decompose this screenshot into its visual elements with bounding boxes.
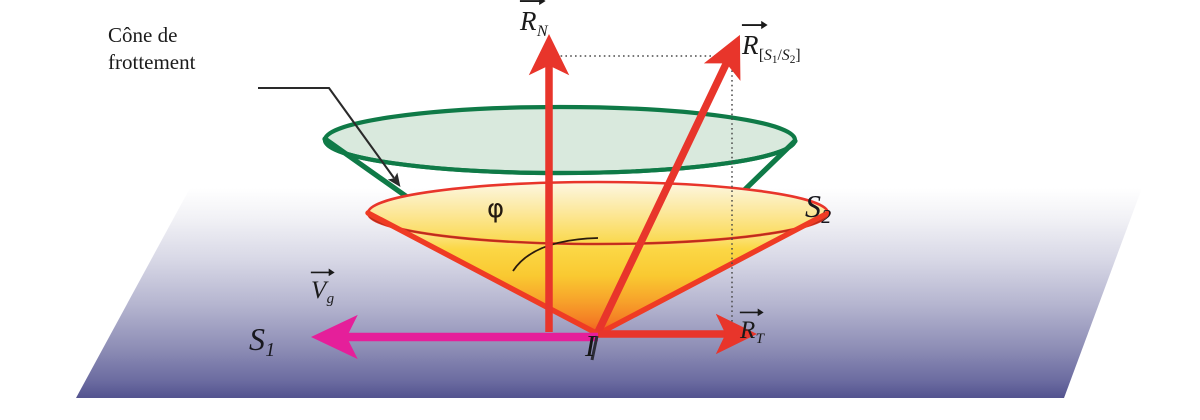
subscript-s2-index: 2 — [789, 54, 796, 67]
subscript-s2-letter: S — [781, 47, 790, 65]
label-S1-letter: S — [249, 321, 265, 357]
reaction-cone — [365, 180, 831, 337]
label-Vg-letter: V — [311, 277, 327, 304]
label-solid-S2: S2 — [805, 188, 831, 227]
vector-arrows — [311, 34, 757, 360]
label-S1-index: 1 — [265, 338, 276, 361]
label-RN-letter: R — [520, 6, 537, 36]
label-vector-RT: R T — [739, 308, 765, 348]
caption-leader-line — [258, 86, 401, 187]
subscript-bracket-close: ] — [795, 47, 801, 65]
label-contact-point-I: I — [585, 328, 596, 363]
subscript-bracket-open: [ — [758, 47, 765, 65]
label-S2-index: 2 — [821, 205, 832, 228]
vector-RS1S2-arrow — [594, 34, 741, 334]
label-vector-RN: R N — [519, 0, 548, 40]
label-S2-letter: S — [805, 188, 821, 224]
label-RN-subscript: N — [536, 21, 548, 40]
caption-cone-frottement: Cône de frottement — [108, 22, 195, 77]
label-Vg-subscript: g — [326, 291, 335, 308]
label-RS1S2-subscript: [S1/S2] — [758, 47, 801, 67]
subscript-s1-letter: S — [764, 47, 772, 65]
caption-line-2: frottement — [108, 50, 196, 75]
subscript-s1-index: 1 — [771, 54, 778, 67]
construction-lines — [551, 55, 733, 338]
label-friction-angle-phi: φ — [487, 194, 505, 224]
label-vector-RS1S2: R [S1/S2] — [741, 20, 801, 67]
label-solid-S1: S1 — [249, 321, 275, 360]
label-RT-subscript: T — [755, 331, 765, 348]
label-RT-letter: R — [740, 317, 756, 344]
apex-stem — [590, 335, 599, 361]
caption-line-1: Cône de — [108, 23, 178, 47]
subscript-slash: / — [777, 47, 782, 65]
label-vector-Vg: V g — [310, 268, 335, 308]
label-RS1S2-letter: R — [742, 30, 759, 60]
